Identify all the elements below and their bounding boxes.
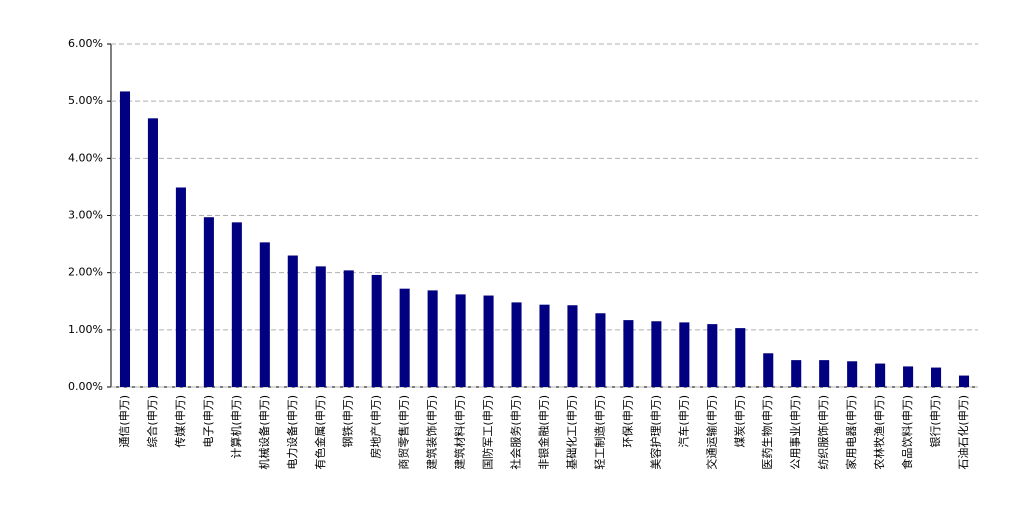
- bar: [315, 266, 326, 387]
- x-tick-label: 汽车(申万): [676, 395, 690, 448]
- y-tick-label: 2.00%: [68, 266, 103, 279]
- bar: [707, 324, 718, 387]
- x-tick-label: 医药生物(申万): [760, 395, 774, 470]
- x-tick-label: 传媒(申万): [174, 395, 187, 448]
- bar: [958, 375, 970, 387]
- bar: [931, 367, 942, 387]
- bar: [791, 360, 802, 387]
- bar: [847, 361, 858, 387]
- x-tick-label: 纺织服饰(申万): [816, 395, 830, 470]
- x-tick-label: 环保(申万): [620, 395, 634, 448]
- bar: [819, 360, 830, 387]
- x-tick-label: 电力设备(申万): [285, 395, 299, 470]
- x-tick-label: 机械设备(申万): [257, 395, 271, 470]
- x-tick-label: 房地产(申万): [369, 395, 383, 459]
- bar: [567, 305, 578, 387]
- x-tick-label: 建筑装饰(申万): [425, 395, 439, 470]
- x-tick-label: 计算机(申万): [229, 395, 243, 459]
- x-tick-label: 国防军工(申万): [481, 395, 495, 470]
- bar: [371, 274, 382, 387]
- x-tick-label: 有色金属(申万): [313, 395, 327, 470]
- x-tick-label: 农林牧渔(申万): [872, 395, 886, 470]
- bar: [175, 187, 186, 387]
- y-tick-label: 5.00%: [68, 94, 103, 107]
- bar: [231, 222, 242, 387]
- y-tick-label: 6.00%: [68, 37, 103, 50]
- x-tick-label: 建筑材料(申万): [453, 395, 467, 470]
- x-tick-label: 食品饮料(申万): [900, 395, 914, 470]
- bar: [147, 118, 158, 388]
- bar: [259, 242, 270, 387]
- y-tick-label: 3.00%: [68, 209, 103, 222]
- bar: [203, 217, 214, 387]
- x-tick-label: 煤炭(申万): [733, 395, 746, 448]
- bar: [119, 91, 131, 387]
- x-tick-label: 电子(申万): [202, 395, 215, 448]
- bar: [875, 363, 886, 387]
- y-tick-label: 0.00%: [68, 380, 103, 393]
- x-tick-label: 非银金融(申万): [537, 395, 551, 470]
- x-tick-label: 交通运输(申万): [704, 395, 718, 470]
- bar: [651, 321, 662, 387]
- bar: [427, 290, 438, 387]
- bar: [735, 328, 746, 387]
- bar: [623, 320, 634, 387]
- bar: [679, 322, 690, 387]
- bar: [343, 270, 354, 387]
- bar: [763, 353, 774, 387]
- x-tick-label: 综合(申万): [145, 395, 159, 448]
- bar: [511, 302, 522, 387]
- bar: [483, 295, 494, 387]
- x-tick-label: 银行(申万): [928, 395, 942, 448]
- x-tick-label: 通信(申万): [118, 395, 131, 448]
- y-tick-label: 1.00%: [68, 323, 103, 336]
- x-tick-label: 社会服务(申万): [509, 395, 523, 470]
- x-tick-label: 公用事业(申万): [789, 395, 802, 470]
- x-tick-label: 轻工制造(申万): [592, 395, 606, 470]
- bar: [287, 255, 298, 387]
- x-tick-label: 石油石化(申万): [956, 395, 970, 470]
- bar: [399, 288, 410, 387]
- bar: [455, 294, 466, 387]
- bar: [903, 366, 914, 387]
- y-tick-label: 4.00%: [68, 151, 103, 164]
- x-tick-label: 钢铁(申万): [342, 395, 355, 448]
- x-tick-label: 美容护理(申万): [648, 395, 662, 470]
- bar: [539, 304, 550, 387]
- bar: [595, 313, 606, 387]
- x-tick-label: 家用电器(申万): [844, 395, 858, 470]
- x-tick-label: 基础化工(申万): [564, 395, 578, 470]
- x-tick-label: 商贸零售(申万): [397, 395, 411, 470]
